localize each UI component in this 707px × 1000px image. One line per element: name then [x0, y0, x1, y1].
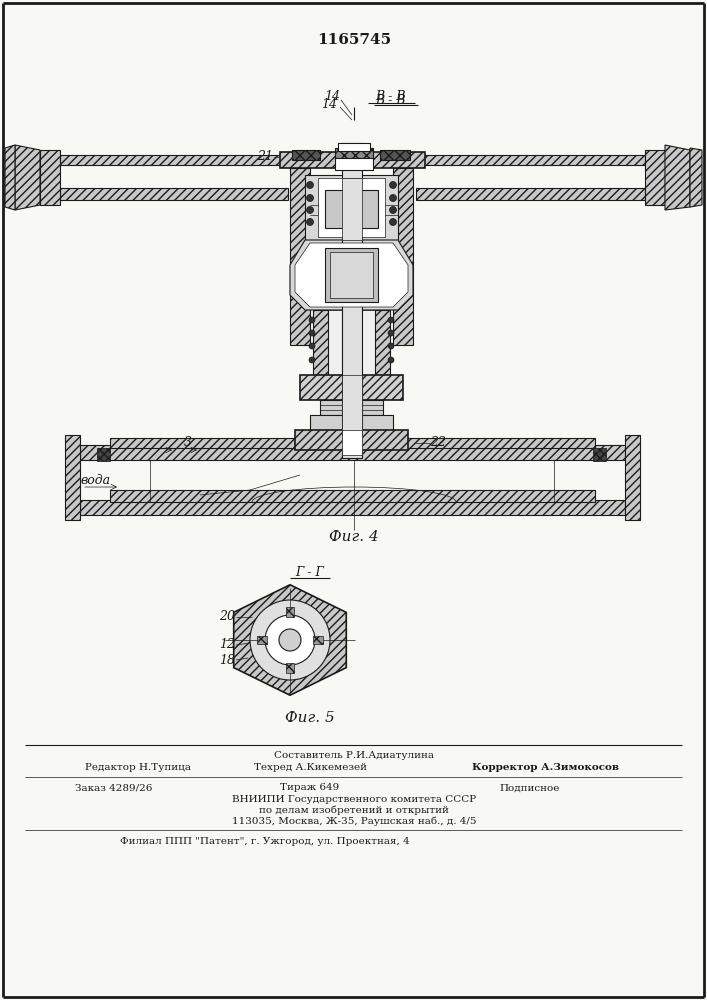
- Text: В - В: В - В: [375, 91, 405, 104]
- Bar: [338, 143, 370, 151]
- Polygon shape: [375, 310, 390, 375]
- Circle shape: [307, 219, 313, 226]
- Text: 22: 22: [430, 436, 446, 450]
- Bar: [313, 636, 323, 644]
- Text: 14: 14: [321, 98, 337, 110]
- Polygon shape: [625, 435, 640, 520]
- Polygon shape: [80, 500, 625, 515]
- Polygon shape: [380, 150, 410, 160]
- Bar: [257, 636, 267, 644]
- Text: 12: 12: [219, 639, 235, 652]
- Polygon shape: [290, 240, 413, 310]
- Polygon shape: [60, 155, 288, 165]
- Circle shape: [307, 194, 313, 202]
- Text: 3: 3: [184, 436, 192, 450]
- Circle shape: [388, 357, 394, 363]
- Polygon shape: [234, 585, 346, 695]
- Polygon shape: [330, 252, 373, 298]
- Circle shape: [390, 207, 397, 214]
- Text: 21: 21: [257, 150, 273, 163]
- Text: вода: вода: [80, 474, 110, 487]
- Polygon shape: [313, 310, 328, 375]
- Text: 10: 10: [292, 434, 308, 448]
- Circle shape: [388, 343, 394, 349]
- Polygon shape: [318, 178, 385, 237]
- Bar: [286, 663, 294, 673]
- Circle shape: [307, 182, 313, 188]
- Polygon shape: [65, 435, 80, 520]
- Text: 113035, Москва, Ж-35, Раушская наб., д. 4/5: 113035, Москва, Ж-35, Раушская наб., д. …: [232, 816, 477, 826]
- Circle shape: [279, 629, 301, 651]
- Circle shape: [390, 182, 397, 188]
- Circle shape: [390, 194, 397, 202]
- Polygon shape: [15, 145, 40, 210]
- Polygon shape: [690, 148, 702, 207]
- Text: Г - Г: Г - Г: [296, 566, 325, 580]
- Text: Составитель Р.И.Адиатулина: Составитель Р.И.Адиатулина: [274, 750, 434, 760]
- Bar: [342, 375, 362, 435]
- Polygon shape: [290, 168, 310, 345]
- Circle shape: [388, 317, 394, 323]
- Circle shape: [309, 330, 315, 336]
- Text: по делам изобретений и открытий: по делам изобретений и открытий: [259, 805, 449, 815]
- Text: Филиал ППП "Патент", г. Ужгород, ул. Проектная, 4: Филиал ППП "Патент", г. Ужгород, ул. Про…: [120, 836, 409, 846]
- Bar: [335, 152, 373, 170]
- Polygon shape: [292, 150, 320, 160]
- Polygon shape: [325, 190, 378, 228]
- Text: Фиг. 4: Фиг. 4: [329, 530, 379, 544]
- Bar: [97, 448, 110, 461]
- Polygon shape: [60, 188, 288, 200]
- Polygon shape: [416, 155, 645, 165]
- Bar: [286, 607, 294, 617]
- Circle shape: [250, 600, 330, 680]
- Text: 20: 20: [219, 610, 235, 624]
- Text: Тираж 649: Тираж 649: [281, 784, 339, 792]
- Polygon shape: [80, 445, 625, 460]
- Polygon shape: [310, 415, 393, 430]
- Bar: [342, 430, 362, 455]
- Text: Подписное: Подписное: [500, 784, 560, 792]
- Bar: [335, 148, 373, 158]
- Circle shape: [309, 317, 315, 323]
- Text: ВНИИПИ Государственного комитета СССР: ВНИИПИ Государственного комитета СССР: [232, 794, 476, 804]
- Polygon shape: [645, 150, 665, 205]
- Circle shape: [307, 207, 313, 214]
- Text: Корректор А.Зимокосов: Корректор А.Зимокосов: [472, 762, 619, 772]
- Text: 14: 14: [324, 91, 340, 104]
- Text: 1165745: 1165745: [317, 33, 391, 47]
- Polygon shape: [40, 150, 60, 205]
- Polygon shape: [320, 400, 383, 415]
- Polygon shape: [300, 375, 403, 400]
- Text: Техред А.Кикемезей: Техред А.Кикемезей: [254, 762, 366, 772]
- Polygon shape: [416, 188, 645, 200]
- Polygon shape: [665, 145, 690, 210]
- Bar: [328, 310, 375, 375]
- Text: В - В: В - В: [375, 94, 405, 106]
- Polygon shape: [110, 438, 595, 448]
- Bar: [593, 448, 606, 461]
- Polygon shape: [110, 490, 595, 502]
- Text: 18: 18: [219, 654, 235, 666]
- Text: Редактор Н.Тупица: Редактор Н.Тупица: [85, 762, 191, 772]
- Polygon shape: [280, 152, 425, 168]
- Polygon shape: [393, 168, 413, 345]
- Circle shape: [390, 219, 397, 226]
- Polygon shape: [305, 175, 398, 240]
- Text: Заказ 4289/26: Заказ 4289/26: [75, 784, 153, 792]
- Circle shape: [265, 615, 315, 665]
- Text: Фиг. 5: Фиг. 5: [285, 711, 335, 725]
- Circle shape: [309, 357, 315, 363]
- Polygon shape: [5, 145, 15, 210]
- Circle shape: [309, 343, 315, 349]
- Polygon shape: [295, 243, 408, 307]
- Polygon shape: [325, 248, 378, 302]
- Bar: [342, 178, 362, 240]
- Polygon shape: [295, 430, 408, 450]
- Bar: [342, 143, 362, 458]
- Circle shape: [388, 330, 394, 336]
